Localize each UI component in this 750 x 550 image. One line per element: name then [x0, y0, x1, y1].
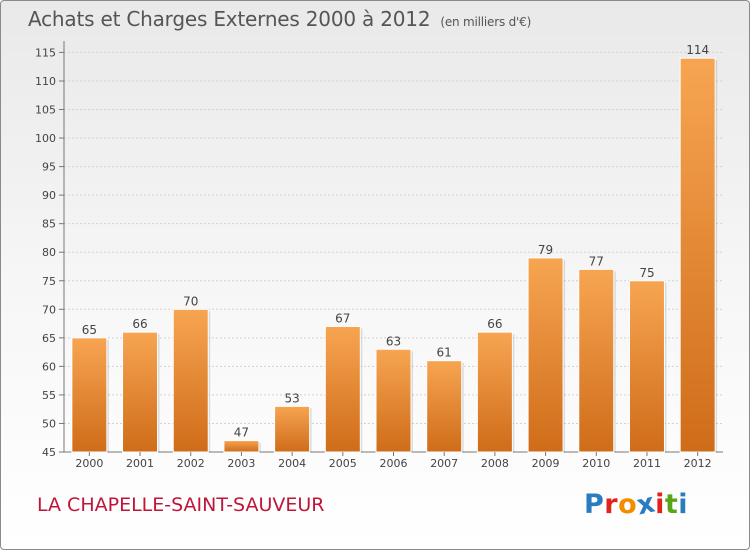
- data-label: 65: [82, 323, 97, 337]
- y-tick-label: 85: [42, 218, 56, 231]
- x-tick-label: 2004: [278, 457, 306, 470]
- y-tick-label: 100: [35, 132, 56, 145]
- bar: [71, 337, 108, 453]
- data-label: 114: [686, 43, 709, 57]
- bar: [578, 268, 615, 453]
- data-label: 75: [639, 266, 654, 280]
- bar: [476, 331, 513, 453]
- x-tick-label: 2003: [227, 457, 255, 470]
- bar: [122, 331, 159, 453]
- data-label: 63: [386, 334, 401, 348]
- chart-unit: (en milliers d'€): [440, 15, 532, 29]
- x-tick-label: 2007: [430, 457, 458, 470]
- data-label: 66: [487, 317, 502, 331]
- chart-title-text: Achats et Charges Externes 2000 à 2012: [28, 7, 431, 31]
- x-tick-label: 2006: [380, 457, 408, 470]
- data-label: 77: [589, 254, 604, 268]
- y-tick-label: 95: [42, 161, 56, 174]
- y-tick-label: 50: [42, 417, 56, 430]
- data-label: 61: [437, 346, 452, 360]
- logo-letter: i: [655, 489, 665, 520]
- logo-letter: P: [584, 489, 605, 520]
- proxiti-logo: Proxiti: [584, 487, 689, 521]
- x-tick-label: 2005: [329, 457, 357, 470]
- bar: [223, 440, 260, 453]
- logo-letter: i: [678, 489, 689, 520]
- data-label: 53: [284, 391, 299, 405]
- data-label: 47: [234, 426, 249, 440]
- data-label: 70: [183, 294, 198, 308]
- bar: [527, 257, 564, 453]
- bar: [679, 57, 716, 453]
- data-label: 79: [538, 243, 553, 257]
- chart-title: Achats et Charges Externes 2000 à 2012 (e…: [28, 7, 531, 31]
- y-tick-label: 105: [35, 104, 56, 117]
- y-tick-label: 65: [42, 332, 56, 345]
- bar: [628, 280, 665, 453]
- commune-name: LA CHAPELLE-SAINT-SAUVEUR: [37, 494, 325, 516]
- x-tick-label: 2012: [684, 457, 712, 470]
- x-tick-label: 2000: [75, 457, 103, 470]
- bar: [172, 308, 209, 453]
- x-tick-label: 2009: [532, 457, 560, 470]
- logo-letter: r: [604, 489, 619, 520]
- x-tick-label: 2002: [177, 457, 205, 470]
- data-label: 66: [132, 317, 147, 331]
- y-tick-label: 80: [42, 246, 56, 259]
- y-tick-label: 90: [42, 189, 56, 202]
- y-tick-label: 45: [42, 446, 56, 459]
- y-tick-label: 110: [35, 75, 56, 88]
- bar: [375, 348, 412, 453]
- y-tick-label: 70: [42, 303, 56, 316]
- logo-letter: t: [664, 489, 679, 520]
- bar: [274, 405, 311, 453]
- x-tick-label: 2011: [633, 457, 661, 470]
- x-tick-label: 2010: [582, 457, 610, 470]
- bar: [324, 325, 361, 453]
- y-tick-label: 115: [35, 46, 56, 59]
- logo-letter: o: [618, 489, 638, 520]
- data-label: 67: [335, 311, 350, 325]
- y-tick-label: 60: [42, 360, 56, 373]
- y-tick-label: 75: [42, 275, 56, 288]
- y-tick-label: 55: [42, 389, 56, 402]
- x-tick-label: 2001: [126, 457, 154, 470]
- bar: [426, 360, 463, 453]
- x-tick-label: 2008: [481, 457, 509, 470]
